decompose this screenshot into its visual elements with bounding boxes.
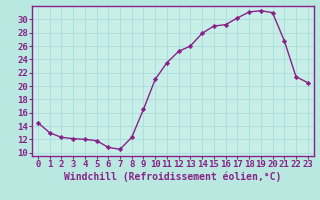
X-axis label: Windchill (Refroidissement éolien,°C): Windchill (Refroidissement éolien,°C) [64, 172, 282, 182]
